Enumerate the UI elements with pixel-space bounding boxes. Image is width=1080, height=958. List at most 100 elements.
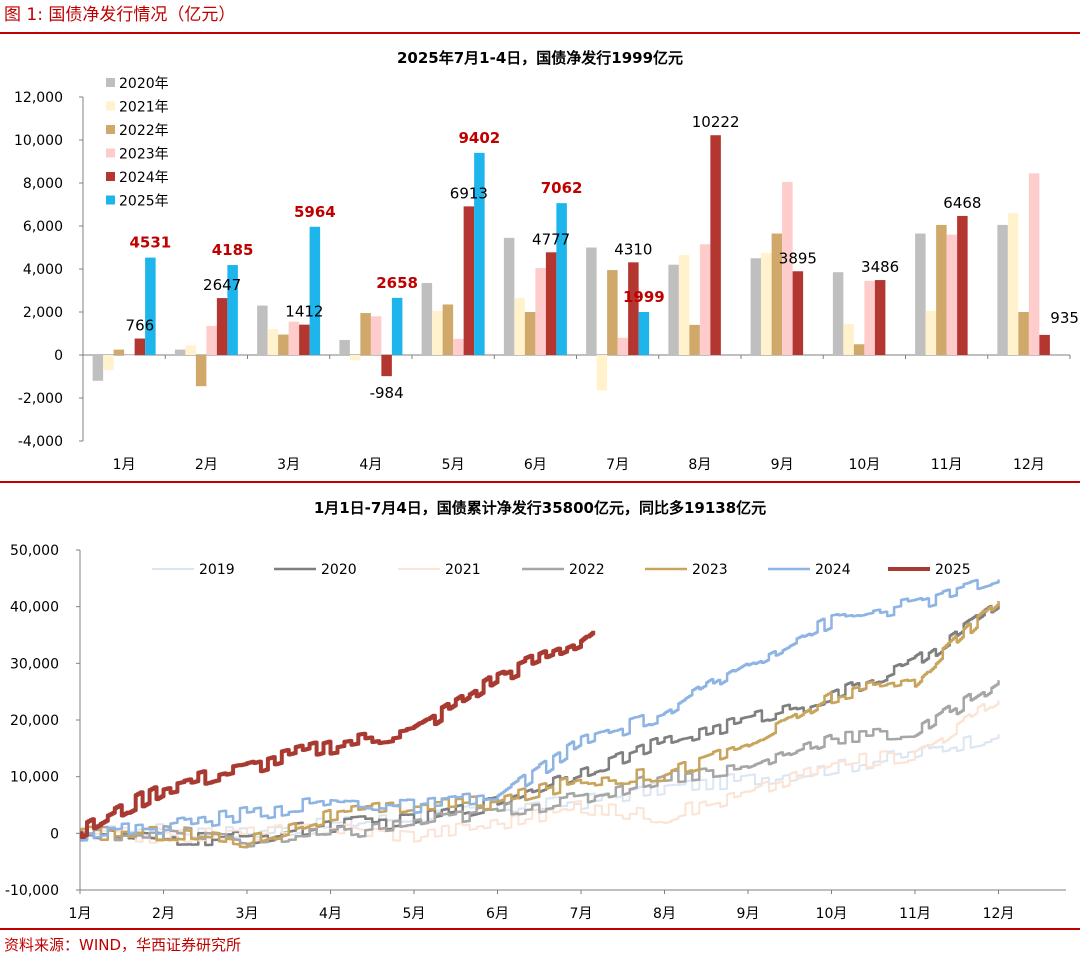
legend-label-2024年: 2024年 — [119, 170, 169, 186]
bar-2025年 — [227, 265, 238, 355]
top-rule — [0, 32, 1080, 34]
data-label-2024: 3895 — [779, 249, 817, 267]
bar-2023年 — [124, 355, 135, 356]
bar-2024年 — [1039, 334, 1050, 355]
bar-2024年 — [710, 135, 721, 355]
bar-2020年 — [915, 233, 926, 355]
x-tick-label: 9月 — [771, 457, 794, 473]
bar-2024年 — [957, 215, 968, 355]
bar-2025年 — [309, 226, 321, 355]
bar-2024年 — [216, 298, 228, 355]
data-label-2025: 4185 — [212, 241, 254, 259]
bar-2020年 — [174, 349, 186, 355]
legend-label-2021: 2021 — [445, 562, 481, 578]
legend-label-2022: 2022 — [569, 562, 605, 578]
bar-2020年 — [668, 264, 679, 355]
bar-2023年 — [1028, 173, 1040, 355]
bar-2020年 — [750, 258, 762, 355]
bar-2023年 — [535, 267, 546, 355]
bar-2021年 — [925, 310, 937, 355]
y-tick-label: 40,000 — [10, 600, 59, 616]
legend-label-2023年: 2023年 — [119, 147, 169, 163]
legend-label-2021年: 2021年 — [119, 100, 169, 116]
bar-2020年 — [503, 237, 515, 355]
x-tick-label: 3月 — [236, 906, 259, 922]
bar-2021年 — [514, 298, 525, 355]
legend-swatch-2025年 — [106, 195, 115, 205]
legend-label-2023: 2023 — [692, 562, 728, 578]
legend-label-2020年: 2020年 — [119, 76, 169, 92]
legend-swatch-2024年 — [106, 172, 115, 181]
data-label-2025: 4531 — [130, 234, 172, 252]
x-tick-label: 11月 — [931, 457, 963, 473]
bar-2022年 — [853, 344, 865, 355]
bar-2021年 — [267, 329, 279, 355]
bar-2024年 — [463, 206, 475, 355]
x-tick-label: 9月 — [737, 906, 760, 922]
data-label-2024: 4777 — [532, 230, 570, 248]
data-label-2024: 935 — [1050, 309, 1079, 327]
y-tick-label: 10,000 — [10, 770, 59, 786]
legend-label-2025: 2025 — [935, 562, 971, 578]
bar-2024年 — [545, 252, 557, 355]
data-label-2024: 10222 — [692, 113, 740, 131]
bar-2022年 — [524, 312, 536, 355]
bar-2022年 — [442, 304, 454, 355]
y-tick-label: 2,000 — [23, 305, 63, 321]
y-tick-label: 6,000 — [23, 219, 63, 235]
y-tick-label: 0 — [50, 826, 59, 842]
x-tick-label: 4月 — [359, 457, 382, 473]
series-line-2020 — [80, 603, 1000, 847]
y-tick-label: 8,000 — [23, 176, 63, 192]
bar-2025年 — [474, 152, 485, 355]
x-tick-label: 1月 — [113, 457, 136, 473]
legend-swatch-2022年 — [106, 125, 115, 134]
x-tick-label: 3月 — [277, 457, 300, 473]
figure-title: 图 1: 国债净发行情况（亿元） — [4, 5, 236, 25]
data-label-2024: 4310 — [614, 240, 652, 258]
line-chart: -10,000 0 10,000 20,000 30,000 40,000 50,000 1月… — [5, 543, 1066, 922]
middle-rule — [0, 481, 1080, 483]
bar-2023年 — [206, 325, 217, 355]
bar-chart-title: 2025年7月1-4日，国债净发行1999亿元 — [396, 49, 684, 67]
legend-swatch-2023年 — [106, 148, 115, 158]
bar-2020年 — [257, 305, 268, 355]
series-line-2024 — [80, 578, 1000, 842]
bar-2023年 — [946, 234, 958, 355]
bar-2024年 — [381, 355, 392, 377]
bar-2025年 — [391, 297, 403, 355]
x-tick-label: 4月 — [319, 906, 342, 922]
bar-2021年 — [596, 355, 608, 391]
x-tick-label: 11月 — [899, 906, 931, 922]
x-tick-label: 8月 — [653, 906, 676, 922]
bar-2024年 — [874, 280, 886, 355]
y-tick-label: 0 — [54, 348, 63, 364]
data-label-2025: 2658 — [376, 274, 418, 292]
legend-swatch-2021年 — [106, 101, 115, 111]
legend-label-2024: 2024 — [815, 562, 851, 578]
data-label-2024: 766 — [126, 317, 155, 335]
y-tick-label: -2,000 — [18, 391, 63, 407]
bar-2021年 — [678, 255, 690, 355]
bar-2020年 — [997, 224, 1008, 355]
x-tick-label: 8月 — [688, 457, 711, 473]
data-label-2024: 3486 — [861, 258, 899, 276]
y-tick-label: 12,000 — [14, 90, 63, 106]
x-tick-label: 2月 — [195, 457, 218, 473]
series-line-2023 — [80, 601, 1000, 849]
x-tick-label: 7月 — [570, 906, 593, 922]
bar-2021年 — [843, 323, 854, 355]
bar-2020年 — [832, 272, 844, 355]
bar-2021年 — [432, 310, 443, 355]
bar-2023年 — [864, 280, 875, 355]
bar-2023年 — [699, 244, 711, 355]
legend-label-2020: 2020 — [321, 562, 357, 578]
bar-2025年 — [145, 257, 156, 355]
source-note: 资料来源：WIND，华西证券研究所 — [4, 936, 242, 954]
bar-2021年 — [103, 355, 114, 371]
x-tick-label: 1月 — [69, 906, 92, 922]
y-tick-label: -4,000 — [18, 434, 63, 450]
y-tick-label: -10,000 — [5, 883, 59, 899]
bar-2022年 — [771, 233, 783, 355]
data-label-2024: 6468 — [943, 194, 981, 212]
